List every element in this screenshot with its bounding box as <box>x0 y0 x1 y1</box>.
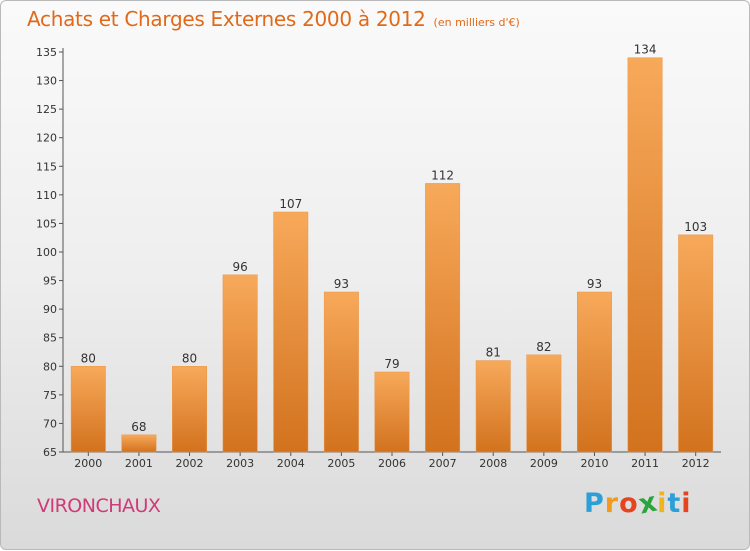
y-tick-label: 110 <box>36 189 57 202</box>
bar-2001 <box>121 434 157 453</box>
x-tick-label-2012: 2012 <box>682 457 710 470</box>
logo-letter: i <box>657 488 668 519</box>
x-tick-label-2011: 2011 <box>631 457 659 470</box>
x-tick-label-2005: 2005 <box>327 457 355 470</box>
bar-2012 <box>678 234 714 453</box>
y-tick-label: 105 <box>36 217 57 230</box>
logo-letter: r <box>604 488 620 519</box>
bar-2009 <box>526 354 562 453</box>
data-label-2009: 82 <box>536 340 551 354</box>
x-tick-label-2000: 2000 <box>74 457 102 470</box>
logo-letter: i <box>681 488 692 519</box>
bar-2003 <box>222 274 258 453</box>
y-tick-label: 90 <box>43 303 57 316</box>
data-label-2001: 68 <box>131 420 146 434</box>
data-label-2000: 80 <box>81 351 96 365</box>
y-tick-label: 65 <box>43 446 57 459</box>
bar-2007 <box>425 183 461 453</box>
data-label-2007: 112 <box>431 168 454 182</box>
data-label-2005: 93 <box>334 277 349 291</box>
x-tick-label-2010: 2010 <box>580 457 608 470</box>
data-label-2012: 103 <box>684 220 707 234</box>
data-label-2004: 107 <box>279 197 302 211</box>
bar-2010 <box>577 291 612 453</box>
x-tick-label-2002: 2002 <box>176 457 204 470</box>
data-label-2010: 93 <box>587 277 602 291</box>
y-tick-label: 85 <box>43 332 57 345</box>
logo-letter: t <box>667 488 682 519</box>
y-tick-label: 125 <box>36 103 57 116</box>
y-tick-label: 120 <box>36 132 57 145</box>
bar-2002 <box>172 366 207 453</box>
axes: 65 70 75 80 85 90 95 100 105 110 115 120 125 130 135 20… <box>36 46 721 470</box>
x-tick-label-2007: 2007 <box>429 457 457 470</box>
data-label-2002: 80 <box>182 351 197 365</box>
y-tick-label: 135 <box>36 46 57 59</box>
bar-2008 <box>475 360 511 453</box>
commune-name: VIRONCHAUX <box>37 495 161 517</box>
data-label-2003: 96 <box>233 260 248 274</box>
y-tick-label: 115 <box>36 160 57 173</box>
proxiti-logo: Proxiti <box>584 486 692 520</box>
x-tick-label-2009: 2009 <box>530 457 558 470</box>
data-labels: 80 68 80 96 107 93 79 112 81 82 93 134 103 <box>81 43 707 434</box>
x-tick-label-2006: 2006 <box>378 457 406 470</box>
y-tick-label: 80 <box>43 360 57 373</box>
bar-2011 <box>627 57 663 453</box>
logo-letter: P <box>584 488 605 519</box>
bar-2004 <box>273 211 309 453</box>
x-tick-label-2003: 2003 <box>226 457 254 470</box>
y-tick-label: 95 <box>43 275 57 288</box>
logo-letter: o <box>619 488 639 519</box>
bar-2006 <box>374 371 410 453</box>
y-tick-label: 70 <box>43 417 57 430</box>
bar-2005 <box>323 291 359 453</box>
x-tick-label-2008: 2008 <box>479 457 507 470</box>
bars <box>70 57 714 453</box>
data-label-2006: 79 <box>384 357 399 371</box>
y-tick-label: 100 <box>36 246 57 259</box>
x-tick-label-2001: 2001 <box>125 457 153 470</box>
x-tick-label-2004: 2004 <box>277 457 305 470</box>
y-tick-label: 130 <box>36 75 57 88</box>
data-label-2008: 81 <box>486 346 501 360</box>
data-label-2011: 134 <box>634 43 657 57</box>
chart-subtitle: (en milliers d'€) <box>433 16 520 29</box>
chart-title-text: Achats et Charges Externes 2000 à 2012 <box>27 7 426 31</box>
bar-2000 <box>70 366 106 453</box>
chart-title: Achats et Charges Externes 2000 à 2012 (e… <box>27 7 520 31</box>
y-tick-label: 75 <box>43 389 57 402</box>
